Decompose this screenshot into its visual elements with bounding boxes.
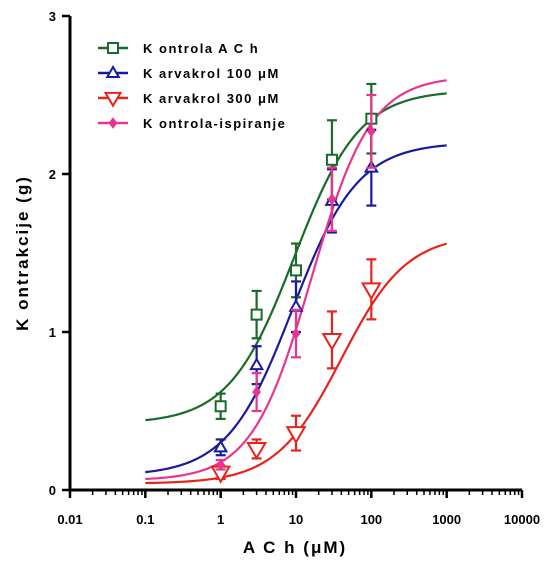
y-tick-label: 0 <box>49 483 56 498</box>
legend-label: K ontrola-ispiranje <box>143 116 286 131</box>
y-axis-title: K ontrakcije (g) <box>13 175 32 331</box>
data-point <box>252 386 261 398</box>
data-point <box>213 439 229 453</box>
x-axis-title: A C h (μM) <box>243 538 347 557</box>
x-tick-label: 10000 <box>504 512 540 527</box>
data-point <box>249 357 265 371</box>
legend-label: K arvakrol 300 μM <box>143 91 280 106</box>
data-point <box>214 400 227 413</box>
legend: K ontrola A C h K arvakrol 100 μM K arvakr… <box>98 41 286 131</box>
y-tick-label: 2 <box>49 167 56 182</box>
data-point <box>216 458 226 471</box>
legend-label: K arvakrol 100 μM <box>143 66 280 81</box>
x-tick-label: 0.01 <box>57 512 82 527</box>
data-point <box>366 125 376 138</box>
x-tick-label: 0.1 <box>136 512 154 527</box>
x-tick-label: 1000 <box>432 512 461 527</box>
x-tick-label: 10 <box>289 512 303 527</box>
data-point <box>246 441 268 461</box>
data-point <box>105 64 121 78</box>
data-point <box>290 264 302 277</box>
data-point <box>321 332 343 351</box>
data-points <box>210 82 382 484</box>
data-point <box>325 153 338 166</box>
data-point <box>360 282 382 301</box>
data-point <box>291 327 301 340</box>
x-tick-label: 1 <box>217 512 224 527</box>
data-point <box>327 193 337 206</box>
data-point <box>285 426 307 445</box>
y-tick-label: 1 <box>49 325 56 340</box>
data-point <box>108 117 118 129</box>
y-tick-label: 3 <box>49 9 56 24</box>
data-point <box>250 308 263 321</box>
x-tick-label: 100 <box>360 512 382 527</box>
data-point <box>107 42 119 54</box>
axes: 0.01 0.1 1 10 100 1000 10000 0 1 2 3 <box>49 9 540 527</box>
data-point <box>103 91 123 108</box>
legend-label: K ontrola A C h <box>143 41 259 56</box>
